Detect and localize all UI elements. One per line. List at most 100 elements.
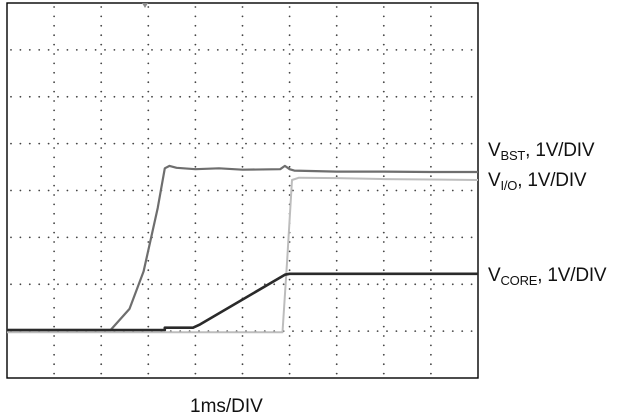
grid-dot <box>241 34 244 37</box>
grid-dot <box>53 15 55 18</box>
grid-dot <box>245 189 247 192</box>
grid-dot <box>100 6 103 8</box>
grid-dot <box>216 49 219 51</box>
grid-dot <box>339 142 341 145</box>
grid-dot <box>382 288 385 290</box>
grid-dot <box>310 236 313 239</box>
grid-dot <box>430 353 432 356</box>
grid-dot <box>235 189 238 192</box>
grid-dot <box>194 109 197 112</box>
grid-dot <box>430 156 432 159</box>
grid-dot <box>335 203 338 206</box>
grid-dot <box>241 71 244 74</box>
grid-dot <box>423 330 426 332</box>
grid-dot <box>194 353 197 356</box>
grid-dot <box>335 6 338 8</box>
grid-dot <box>160 142 163 145</box>
grid-dot <box>461 142 464 145</box>
grid-dot <box>335 259 338 262</box>
grid-dot <box>335 335 338 337</box>
grid-dot <box>263 236 266 239</box>
grid-dot <box>335 194 338 196</box>
grid-dot <box>245 283 247 286</box>
grid-dot <box>241 128 244 131</box>
grid-dot <box>241 53 244 55</box>
grid-dot <box>386 236 388 239</box>
grid-dot <box>147 62 150 65</box>
grid-dot <box>442 95 445 98</box>
grid-dot <box>141 49 144 51</box>
grid-dot <box>179 189 182 192</box>
grid-dot <box>282 95 285 98</box>
grid-dot <box>273 283 276 286</box>
grid-dot <box>382 184 385 187</box>
grid-dot <box>382 147 385 149</box>
grid-dot <box>241 316 244 319</box>
grid-dot <box>53 34 55 37</box>
grid-dot <box>122 236 125 239</box>
grid-dot <box>430 15 432 18</box>
grid-dot <box>47 95 50 98</box>
grid-dot <box>147 90 150 93</box>
traces <box>7 164 479 334</box>
grid-dot <box>339 95 341 98</box>
grid-dot <box>53 71 55 74</box>
grid-dot <box>404 330 407 332</box>
grid-dot <box>147 212 150 215</box>
grid-dot <box>241 194 244 196</box>
grid-dot <box>235 95 238 98</box>
grid-dot <box>382 156 385 159</box>
legend-label-vcore: VCORE, 1V/DIV <box>488 265 607 288</box>
grid-dot <box>57 236 59 239</box>
grid-dot <box>288 288 291 290</box>
grid-dot <box>53 118 55 121</box>
grid-dot <box>179 95 182 98</box>
grid-dot <box>147 316 150 319</box>
grid-dot <box>288 156 291 159</box>
grid-dot <box>194 335 197 337</box>
grid-dot <box>282 142 285 145</box>
grid-dot <box>53 24 55 27</box>
grid-dot <box>207 283 210 286</box>
grid-dot <box>288 90 291 93</box>
grid-dot <box>254 49 257 51</box>
grid-dot <box>348 283 351 286</box>
grid-dot <box>395 142 398 145</box>
legend-label-vbst: VBST, 1V/DIV <box>488 140 595 163</box>
grid-dot <box>339 283 341 286</box>
grid-dot <box>194 269 197 272</box>
grid-dot <box>288 194 291 196</box>
grid-dot <box>147 24 150 27</box>
grid-dot <box>292 95 294 98</box>
grid-dot <box>100 203 103 206</box>
grid-dot <box>188 189 191 192</box>
grid-dot <box>382 325 385 328</box>
grid-dot <box>301 330 304 332</box>
grid-dot <box>288 269 291 272</box>
grid-dot <box>263 49 266 51</box>
grid-dot <box>310 330 313 332</box>
grid-dot <box>94 283 97 286</box>
grid-dot <box>100 288 103 290</box>
grid-dot <box>288 6 291 8</box>
grid-dot <box>160 236 163 239</box>
grid-dot <box>357 95 360 98</box>
grid-dot <box>335 363 338 366</box>
grid-dot <box>273 142 276 145</box>
legend-main: V <box>488 170 501 191</box>
grid-dot <box>335 241 338 243</box>
grid-dot <box>241 184 244 187</box>
grid-dot <box>75 189 78 192</box>
grid-dot <box>100 71 103 74</box>
grid-dot <box>292 283 294 286</box>
grid-dot <box>335 184 338 187</box>
grid-dot <box>348 330 351 332</box>
grid-dot <box>430 165 432 168</box>
grid-dot <box>292 49 294 51</box>
grid-dot <box>169 283 172 286</box>
grid-dot <box>53 278 55 281</box>
grid-dot <box>461 189 464 192</box>
grid-dot <box>169 95 172 98</box>
grid-dot <box>100 128 103 131</box>
grid-dot <box>151 49 153 51</box>
